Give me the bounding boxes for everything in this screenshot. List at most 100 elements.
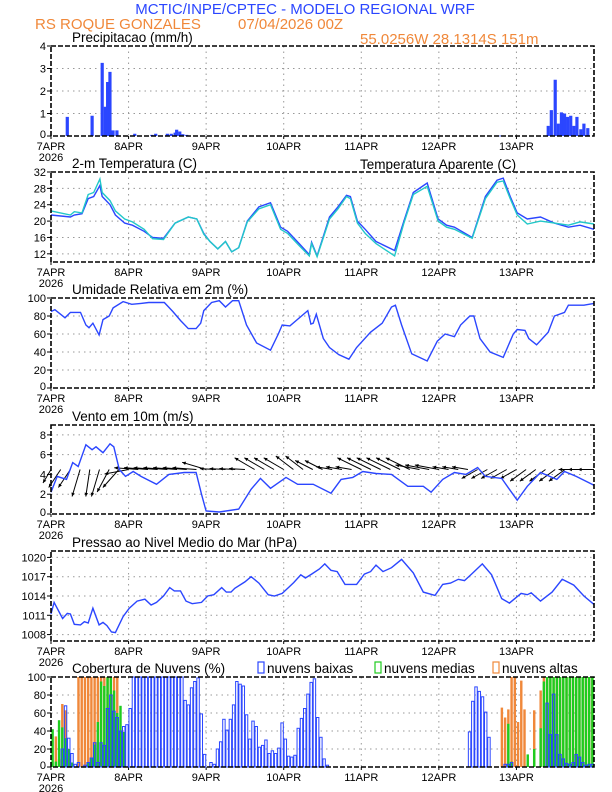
mid-cloud-bar	[545, 677, 549, 767]
y-tick-label: 1014	[22, 591, 46, 603]
x-tick-label: 7APR	[37, 646, 66, 658]
panel-title: Precipitacao (mm/h)	[72, 30, 193, 45]
mid-cloud-bar	[86, 762, 90, 767]
low-cloud-bar	[280, 722, 284, 768]
mid-cloud-bar	[67, 749, 70, 767]
y-tick-label: 3	[40, 64, 46, 76]
precip-bar	[133, 133, 137, 136]
y-tick-label: 32	[34, 167, 46, 179]
x-tick-label: 13APR	[499, 646, 534, 658]
mid-cloud-bar	[109, 677, 113, 767]
high-cloud-bar	[90, 677, 93, 767]
header-title: MCTIC/INPE/CPTEC - MODELO REGIONAL WRF	[135, 1, 474, 18]
x-tick-label: 9APR	[192, 141, 221, 153]
x-tick-label: 12APR	[421, 141, 456, 153]
high-cloud-bar	[532, 710, 536, 767]
y-tick-label: 1017	[22, 572, 46, 584]
low-cloud-bar	[112, 710, 116, 768]
low-cloud-bar	[254, 726, 258, 768]
mid-cloud-bar	[96, 722, 100, 767]
y-tick-label: 60	[34, 329, 46, 341]
low-cloud-bar	[286, 755, 291, 768]
x-year-label: 2026	[39, 404, 63, 416]
low-cloud-bar	[128, 708, 132, 768]
high-cloud-bar	[523, 709, 526, 767]
high-cloud-bar	[510, 677, 513, 767]
y-tick-label: 4	[40, 41, 46, 53]
x-tick-label: 9APR	[192, 646, 221, 658]
y-tick-label: 28	[34, 183, 46, 195]
low-cloud-bar	[299, 717, 304, 768]
wind-vector	[442, 465, 459, 470]
mid-cloud-bar	[532, 749, 536, 767]
wind-vector	[84, 469, 91, 497]
cloud-cover-panel: 0 20 40 60 80 100 7APR 8APR 9APR 10APR 11APR 12APR 1…	[28, 661, 595, 792]
low-cloud-bar	[157, 676, 161, 768]
low-cloud-bar	[309, 681, 313, 768]
precip-bar	[562, 113, 567, 136]
y-tick-label: 60	[34, 708, 46, 720]
precip-bar	[154, 133, 158, 136]
precip-bar	[572, 125, 576, 136]
low-cloud-bar	[99, 742, 103, 768]
wind-vector	[548, 469, 566, 482]
y-tick-label: 12	[34, 249, 46, 261]
low-cloud-bar	[235, 681, 239, 768]
x-tick-label: 8APR	[114, 646, 143, 658]
mid-cloud-bar	[61, 727, 64, 767]
low-cloud-bar	[270, 750, 275, 768]
y-tick-label: 100	[28, 293, 46, 305]
y-tick-label: 20	[34, 216, 46, 228]
legend-label: nuvens altas	[502, 661, 578, 676]
mid-cloud-bar	[119, 705, 122, 767]
low-cloud-bar	[231, 704, 236, 768]
x-tick-label: 9APR	[192, 519, 221, 531]
mid-cloud-bar	[555, 677, 559, 767]
mid-cloud-bar	[90, 758, 93, 767]
low-cloud-bar	[176, 676, 181, 768]
mid-cloud-bar	[122, 731, 125, 767]
wind-vector	[414, 463, 439, 470]
mid-cloud-bar	[54, 761, 58, 767]
mid-cloud-bar	[526, 754, 529, 767]
precip-bar	[178, 131, 182, 136]
low-cloud-bar	[70, 753, 74, 768]
wind-vector	[253, 457, 275, 470]
x-year-label: 2026	[39, 530, 63, 542]
panel-title: Cobertura de Nuvens (%)	[72, 661, 225, 676]
plot-frame	[50, 424, 595, 515]
plot-frame	[50, 45, 595, 137]
x-tick-label: 8APR	[114, 772, 143, 784]
x-tick-label: 13APR	[499, 393, 534, 405]
wind-vector	[451, 465, 469, 470]
low-cloud-bar	[487, 736, 491, 768]
x-tick-label: 7APR	[37, 772, 66, 784]
precip-bar	[579, 129, 583, 136]
high-cloud-bar	[54, 736, 58, 767]
low-cloud-bar	[477, 690, 481, 768]
precip-bar	[546, 125, 550, 136]
x-tick-label: 12APR	[421, 393, 456, 405]
precip-bar	[169, 133, 173, 136]
apparent-temperature-legend: Temperatura Aparente (C)	[360, 157, 516, 172]
y-tick-label: 20	[34, 744, 46, 756]
x-tick-label: 9APR	[192, 772, 221, 784]
mid-cloud-bar	[93, 744, 96, 767]
x-tick-label: 8APR	[114, 267, 143, 279]
low-cloud-bar	[215, 748, 220, 768]
low-cloud-bar	[251, 720, 255, 768]
precip-bar	[556, 123, 560, 136]
x-tick-label: 13APR	[499, 267, 534, 279]
mid-cloud-bar	[116, 713, 119, 767]
x-tick-label: 11APR	[344, 519, 378, 531]
station-location: 55.0256W 28.1314S 151m	[360, 31, 538, 48]
precip-bar	[108, 71, 112, 136]
low-cloud-bar	[167, 676, 171, 768]
low-cloud-bar	[151, 676, 155, 768]
low-cloud-bar	[164, 676, 168, 768]
low-cloud-bar	[480, 696, 485, 768]
precip-bar	[165, 133, 169, 136]
wind-vector	[316, 465, 333, 470]
x-tick-label: 8APR	[114, 393, 143, 405]
